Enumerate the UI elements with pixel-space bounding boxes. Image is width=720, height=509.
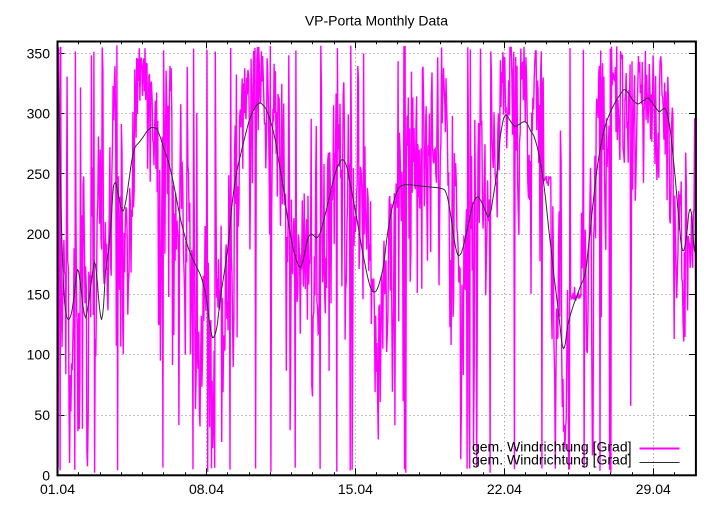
svg-text:15.04: 15.04 (338, 481, 373, 497)
svg-text:200: 200 (27, 226, 51, 242)
svg-text:gem. Windrichtung [Grad]: gem. Windrichtung [Grad] (472, 439, 632, 455)
svg-text:22.04: 22.04 (487, 481, 522, 497)
svg-text:01.04: 01.04 (40, 481, 75, 497)
svg-text:100: 100 (27, 347, 51, 363)
svg-text:250: 250 (27, 166, 51, 182)
svg-text:29.04: 29.04 (636, 481, 671, 497)
svg-text:50: 50 (34, 407, 50, 423)
svg-text:VP-Porta Monthly Data: VP-Porta Monthly Data (305, 13, 448, 29)
svg-text:300: 300 (27, 106, 51, 122)
svg-text:gem. Windrichtung [Grad]: gem. Windrichtung [Grad] (472, 452, 632, 468)
svg-text:350: 350 (27, 45, 51, 61)
svg-text:0: 0 (42, 467, 50, 483)
svg-text:150: 150 (27, 287, 51, 303)
svg-text:08.04: 08.04 (189, 481, 224, 497)
